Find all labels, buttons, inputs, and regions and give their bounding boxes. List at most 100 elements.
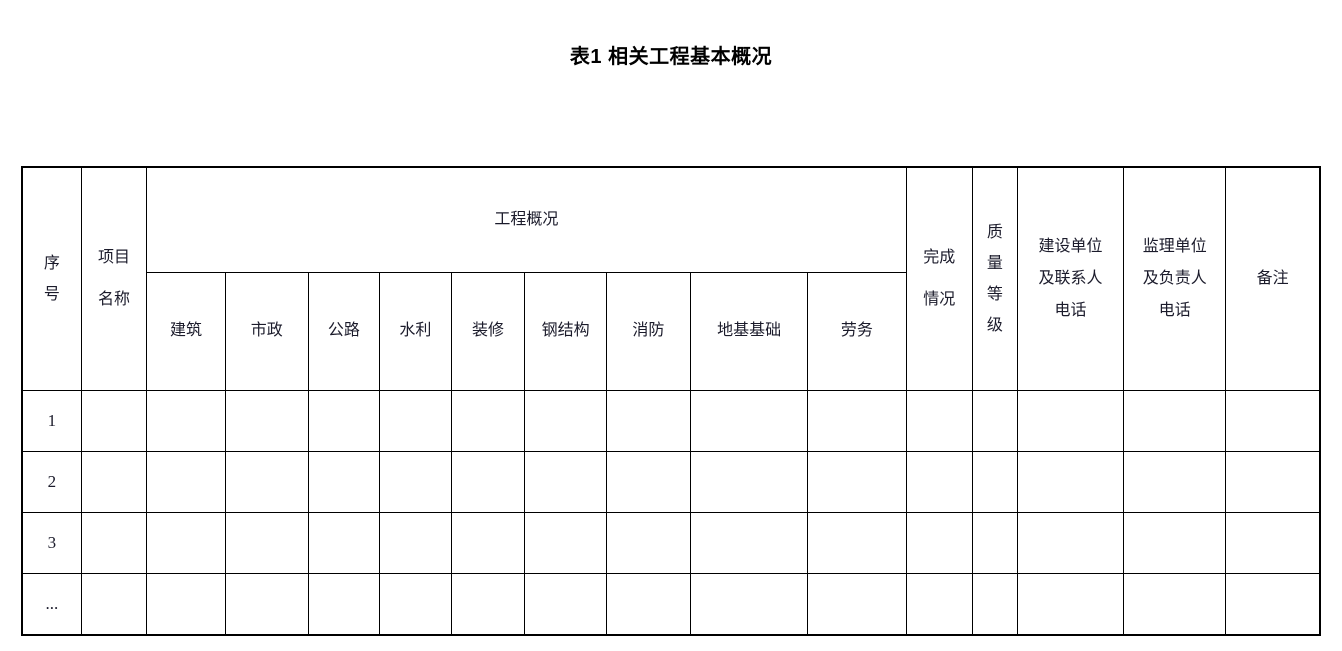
header-project-overview-label: 工程概况 — [494, 210, 559, 228]
header-sub-water: 水利 — [379, 272, 452, 391]
header-sub-steel: 钢结构 — [524, 272, 608, 391]
header-project-name-label: 项目 名称 — [97, 249, 130, 308]
cell-municipal[interactable] — [224, 451, 309, 513]
cell-remarks[interactable] — [1225, 451, 1321, 513]
cell-seq[interactable]: 3 — [21, 512, 82, 574]
cell-foundation[interactable] — [689, 390, 809, 452]
header-sub-labor-label: 劳务 — [840, 322, 873, 340]
table-header-row-group: 序 号 项目 名称 工程概况 完成 情况 质 量 等 级 建设单位 及联系人 电… — [21, 166, 1321, 391]
cell-highway[interactable] — [307, 390, 381, 452]
cell-project_name[interactable] — [80, 512, 148, 574]
cell-owner_unit_contact[interactable] — [1016, 390, 1125, 452]
table-container: 序 号 项目 名称 工程概况 完成 情况 质 量 等 级 建设单位 及联系人 电… — [21, 166, 1321, 636]
header-sub-construction-label: 建筑 — [170, 322, 203, 340]
cell-seq[interactable]: 1 — [21, 390, 82, 452]
cell-decoration[interactable] — [450, 512, 526, 574]
cell-project_name[interactable] — [80, 573, 148, 636]
cell-foundation[interactable] — [689, 512, 809, 574]
cell-decoration[interactable] — [450, 451, 526, 513]
cell-seq-value: ... — [45, 593, 59, 613]
cell-quality_grade[interactable] — [971, 390, 1018, 452]
cell-completion_status[interactable] — [905, 512, 973, 574]
cell-municipal[interactable] — [224, 573, 309, 636]
cell-completion_status[interactable] — [905, 573, 973, 636]
header-sub-municipal-label: 市政 — [250, 322, 283, 340]
cell-water[interactable] — [379, 451, 452, 513]
header-sub-municipal: 市政 — [224, 272, 309, 391]
header-quality-grade: 质 量 等 级 — [971, 166, 1018, 391]
cell-fire[interactable] — [606, 390, 691, 452]
cell-completion_status[interactable] — [905, 451, 973, 513]
cell-quality_grade[interactable] — [971, 512, 1018, 574]
cell-project_name[interactable] — [80, 390, 148, 452]
cell-decoration[interactable] — [450, 390, 526, 452]
header-sub-foundation-label: 地基基础 — [717, 322, 782, 340]
header-owner-unit-contact: 建设单位 及联系人 电话 — [1016, 166, 1125, 391]
cell-municipal[interactable] — [224, 390, 309, 452]
cell-fire[interactable] — [606, 512, 691, 574]
cell-decoration[interactable] — [450, 573, 526, 636]
cell-steel[interactable] — [524, 573, 608, 636]
header-sub-steel-label: 钢结构 — [541, 322, 590, 340]
cell-owner_unit_contact[interactable] — [1016, 512, 1125, 574]
cell-water[interactable] — [379, 512, 452, 574]
cell-remarks[interactable] — [1225, 573, 1321, 636]
table-header-row-sub: 建筑 市政 公路 水利 装修 钢结构 消防 地基基础 劳务 — [22, 272, 1320, 391]
header-sub-water-label: 水利 — [399, 322, 432, 340]
cell-remarks[interactable] — [1225, 512, 1321, 574]
cell-project_name[interactable] — [80, 451, 148, 513]
table-row[interactable]: 1 — [21, 390, 1321, 452]
table-row[interactable]: 3 — [21, 512, 1321, 574]
related-projects-table: 序 号 项目 名称 工程概况 完成 情况 质 量 等 级 建设单位 及联系人 电… — [21, 166, 1321, 636]
cell-highway[interactable] — [307, 573, 381, 636]
cell-construction[interactable] — [146, 512, 226, 574]
cell-steel[interactable] — [524, 512, 608, 574]
header-owner-unit-contact-label: 建设单位 及联系人 电话 — [1038, 238, 1103, 319]
cell-completion_status[interactable] — [905, 390, 973, 452]
header-supervision-unit-contact-label: 监理单位 及负责人 电话 — [1142, 238, 1207, 319]
cell-remarks[interactable] — [1225, 390, 1321, 452]
cell-foundation[interactable] — [689, 573, 809, 636]
header-completion-status: 完成 情况 — [905, 166, 973, 391]
cell-highway[interactable] — [307, 512, 381, 574]
header-sub-labor: 劳务 — [807, 272, 907, 391]
cell-construction[interactable] — [146, 390, 226, 452]
cell-water[interactable] — [379, 573, 452, 636]
cell-water[interactable] — [379, 390, 452, 452]
header-sub-decoration: 装修 — [450, 272, 526, 391]
cell-quality_grade[interactable] — [971, 451, 1018, 513]
cell-highway[interactable] — [307, 451, 381, 513]
cell-quality_grade[interactable] — [971, 573, 1018, 636]
cell-construction[interactable] — [146, 451, 226, 513]
cell-supervision_unit_contact[interactable] — [1123, 451, 1227, 513]
header-sub-fire: 消防 — [606, 272, 691, 391]
page-title: 表1 相关工程基本概况 — [569, 46, 773, 68]
cell-municipal[interactable] — [224, 512, 309, 574]
cell-supervision_unit_contact[interactable] — [1123, 390, 1227, 452]
header-sub-highway: 公路 — [307, 272, 381, 391]
header-supervision-unit-contact: 监理单位 及负责人 电话 — [1123, 166, 1227, 391]
cell-labor[interactable] — [807, 512, 907, 574]
cell-labor[interactable] — [807, 451, 907, 513]
cell-owner_unit_contact[interactable] — [1016, 573, 1125, 636]
cell-labor[interactable] — [807, 573, 907, 636]
cell-construction[interactable] — [146, 573, 226, 636]
table-row[interactable]: 2 — [21, 451, 1321, 513]
cell-steel[interactable] — [524, 451, 608, 513]
header-seq: 序 号 — [21, 166, 82, 391]
cell-fire[interactable] — [606, 451, 691, 513]
cell-seq[interactable]: 2 — [21, 451, 82, 513]
header-project-overview-group: 工程概况 — [146, 166, 907, 273]
cell-steel[interactable] — [524, 390, 608, 452]
header-completion-status-label: 完成 情况 — [923, 249, 956, 308]
cell-supervision_unit_contact[interactable] — [1123, 573, 1227, 636]
cell-seq[interactable]: ... — [21, 573, 82, 636]
cell-fire[interactable] — [606, 573, 691, 636]
cell-labor[interactable] — [807, 390, 907, 452]
header-project-name: 项目 名称 — [80, 166, 148, 391]
cell-supervision_unit_contact[interactable] — [1123, 512, 1227, 574]
cell-foundation[interactable] — [689, 451, 809, 513]
table-row[interactable]: ... — [21, 573, 1321, 636]
cell-seq-value: 3 — [47, 532, 57, 552]
cell-owner_unit_contact[interactable] — [1016, 451, 1125, 513]
